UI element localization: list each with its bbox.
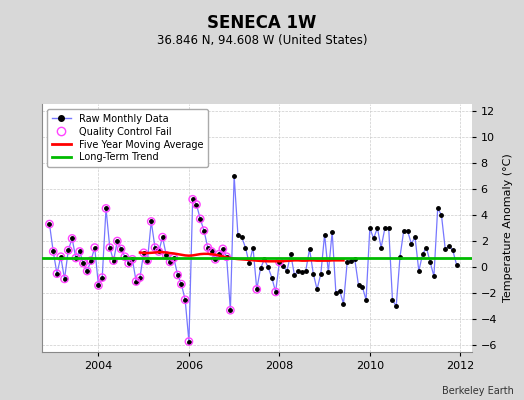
Point (271, 289, 280, 295)
Point (162, 252, 170, 259)
Point (124, 260, 133, 266)
Point (98, 274, 106, 281)
Point (79, 260, 88, 266)
Point (86, 258, 95, 264)
Point (219, 246, 227, 252)
Point (49, 248, 58, 255)
Point (136, 274, 144, 281)
Point (113, 238, 122, 244)
Point (94, 282, 103, 289)
Point (117, 246, 125, 252)
Point (200, 228, 208, 234)
Text: 36.846 N, 94.608 W (United States): 36.846 N, 94.608 W (United States) (157, 34, 367, 47)
Point (275, 259, 283, 265)
Point (45, 221, 53, 227)
Point (155, 248, 163, 255)
Point (75, 248, 84, 255)
Point (53, 270, 61, 277)
Point (196, 216, 204, 222)
Point (121, 254, 129, 260)
Point (105, 244, 114, 251)
Point (151, 244, 159, 251)
Point (170, 255, 178, 261)
Text: Berkeley Earth: Berkeley Earth (442, 386, 514, 396)
Point (102, 205, 110, 212)
Point (226, 307, 235, 314)
Point (110, 258, 118, 264)
Point (166, 259, 174, 265)
Text: SENECA 1W: SENECA 1W (208, 14, 316, 32)
Point (128, 256, 137, 262)
Point (139, 250, 148, 256)
Point (158, 234, 167, 240)
Point (204, 244, 212, 251)
Point (208, 248, 216, 255)
Y-axis label: Temperature Anomaly (°C): Temperature Anomaly (°C) (503, 154, 512, 302)
Point (177, 281, 185, 287)
Point (215, 251, 223, 257)
Point (189, 196, 197, 202)
Point (72, 255, 80, 261)
Point (185, 338, 193, 345)
Point (64, 247, 72, 253)
Point (192, 201, 201, 208)
Point (57, 254, 65, 260)
Point (147, 218, 156, 225)
Point (211, 256, 220, 262)
Point (60, 276, 69, 282)
Point (83, 268, 91, 274)
Point (173, 272, 182, 278)
Point (132, 278, 140, 285)
Point (91, 244, 99, 251)
Point (222, 254, 231, 260)
Legend: Raw Monthly Data, Quality Control Fail, Five Year Moving Average, Long-Term Tren: Raw Monthly Data, Quality Control Fail, … (47, 109, 208, 167)
Point (181, 296, 189, 303)
Point (143, 258, 151, 264)
Point (68, 235, 77, 242)
Point (253, 286, 261, 292)
